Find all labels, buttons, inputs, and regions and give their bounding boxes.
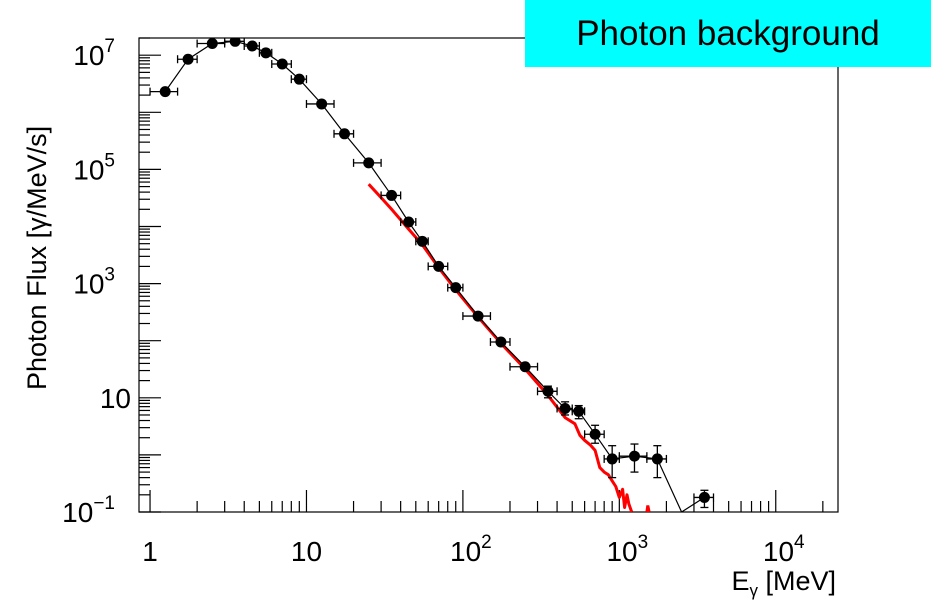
data-point xyxy=(224,38,245,47)
data-point xyxy=(333,128,355,140)
data-marker xyxy=(628,450,640,462)
simulation-curve-tail xyxy=(645,505,651,512)
data-point xyxy=(693,489,715,509)
data-point xyxy=(603,445,620,479)
data-marker xyxy=(403,216,415,228)
y-tick-label-exponent: 7 xyxy=(104,36,115,57)
y-tick-label: 10−1 xyxy=(62,493,115,528)
data-point xyxy=(196,38,226,50)
x-tick-label-base: 10 xyxy=(450,536,481,567)
x-tick-label: 103 xyxy=(606,532,648,567)
y-tick-label-base: 10 xyxy=(73,154,104,185)
data-marker xyxy=(542,385,554,397)
data-point xyxy=(509,361,539,373)
data-marker xyxy=(338,128,350,140)
x-axis-title-main: E xyxy=(731,566,749,596)
x-tick-label-base: 1 xyxy=(142,536,158,567)
x-axis: 1 10 102 103 104 xyxy=(142,490,824,567)
y-tick-label-exponent: 5 xyxy=(104,150,115,171)
data-marker xyxy=(260,47,272,59)
x-axis-title: Eγ [MeV] xyxy=(731,566,836,600)
data-point xyxy=(583,424,605,444)
data-marker xyxy=(386,189,398,201)
data-marker xyxy=(293,73,305,85)
x-tick-label-base: 10 xyxy=(291,536,322,567)
measured-data-series xyxy=(149,38,715,512)
x-tick-label: 10 xyxy=(291,536,322,567)
simulation-curve xyxy=(367,183,634,512)
data-point xyxy=(271,58,292,70)
data-marker xyxy=(651,453,663,465)
y-tick-label: 103 xyxy=(73,265,115,300)
data-point xyxy=(243,40,261,52)
x-tick-label-exponent: 3 xyxy=(638,532,649,553)
x-tick-label-base: 10 xyxy=(606,536,637,567)
data-point xyxy=(646,445,668,479)
data-point xyxy=(462,310,492,322)
x-axis-title-subscript: γ xyxy=(749,581,758,600)
data-point xyxy=(399,216,417,228)
data-marker xyxy=(559,402,571,414)
x-tick-label: 1 xyxy=(142,536,158,567)
data-point xyxy=(415,235,429,247)
data-marker xyxy=(316,98,328,110)
y-tick-label: 105 xyxy=(73,150,115,185)
data-marker xyxy=(606,453,618,465)
data-marker xyxy=(519,361,531,373)
data-point xyxy=(380,189,402,201)
data-marker xyxy=(416,235,428,247)
data-point xyxy=(447,282,464,294)
x-tick-label: 102 xyxy=(450,532,492,567)
plot-frame xyxy=(138,37,839,513)
plot-border xyxy=(138,37,839,513)
data-point xyxy=(536,385,558,399)
data-point xyxy=(305,98,335,110)
y-tick-label-base: 10 xyxy=(73,40,104,71)
data-point xyxy=(427,260,449,272)
y-tick-label: 10 xyxy=(100,383,131,414)
data-point xyxy=(258,47,273,59)
data-point xyxy=(290,73,308,85)
data-point xyxy=(149,86,179,98)
simulation-curve-series xyxy=(367,183,651,512)
x-tick-label-exponent: 2 xyxy=(481,532,492,553)
data-point xyxy=(176,53,198,65)
data-connecting-line xyxy=(164,40,705,512)
y-tick-label-base: 10 xyxy=(73,269,104,300)
data-point xyxy=(489,336,511,348)
chart-title: Photon background xyxy=(525,0,931,67)
y-tick-label: 107 xyxy=(73,36,115,71)
data-marker xyxy=(589,428,601,440)
y-tick-label-base: 10 xyxy=(100,383,131,414)
y-tick-label-exponent: 3 xyxy=(104,265,115,286)
data-marker xyxy=(229,38,241,47)
data-marker xyxy=(698,491,710,503)
y-tick-label-base: 10 xyxy=(62,497,93,528)
data-marker xyxy=(495,336,507,348)
x-tick-label-exponent: 4 xyxy=(794,532,805,553)
x-axis-title-space xyxy=(758,566,766,596)
data-marker xyxy=(182,53,194,65)
data-marker xyxy=(433,260,445,272)
x-tick-label-base: 10 xyxy=(763,536,794,567)
y-tick-label-exponent: −1 xyxy=(93,493,115,514)
x-axis-title-unit: [MeV] xyxy=(765,566,836,596)
x-tick-label: 104 xyxy=(763,532,805,567)
y-axis-title: Photon Flux [γ/MeV/s] xyxy=(22,126,52,390)
data-marker xyxy=(206,38,218,50)
data-marker xyxy=(159,86,171,98)
data-marker xyxy=(573,405,585,417)
data-marker xyxy=(450,282,462,294)
data-point xyxy=(571,404,586,420)
data-marker xyxy=(276,58,288,70)
data-point xyxy=(352,157,382,169)
data-marker xyxy=(363,157,375,169)
data-point xyxy=(556,401,573,416)
data-marker xyxy=(246,40,258,52)
data-marker xyxy=(472,310,484,322)
